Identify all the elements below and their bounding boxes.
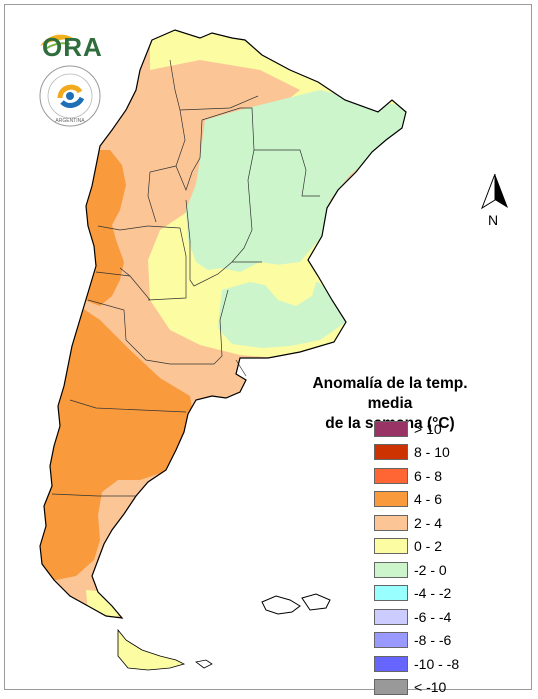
malvinas-islands [262,594,330,614]
ora-logo: ORA [36,30,106,62]
tierra-del-fuego [118,630,184,670]
legend-swatch [374,585,408,601]
smn-seal-icon: ARGENTINA [38,64,102,128]
legend-item: < -10 [374,676,459,699]
legend-label: -10 - -8 [414,656,459,672]
legend-label: 2 - 4 [414,515,442,531]
legend-swatch [374,491,408,507]
legend-label: -8 - -6 [414,632,451,648]
legend-item: 0 - 2 [374,535,459,559]
legend-label: -6 - -4 [414,609,451,625]
legend-item: -4 - -2 [374,582,459,606]
legend-item: 4 - 6 [374,488,459,512]
legend-swatch [374,538,408,554]
legend-title-line1: Anomalía de la temp. media [290,374,490,414]
legend-item: 8 - 10 [374,441,459,465]
legend-item: -10 - -8 [374,652,459,676]
legend-item: > 10 [374,417,459,441]
legend-swatch [374,468,408,484]
isla-de-los-estados [196,660,212,668]
legend-swatch [374,515,408,531]
north-label: N [488,212,498,228]
legend-item: 2 - 4 [374,511,459,535]
legend-item: -6 - -4 [374,605,459,629]
smn-seal-logo: ARGENTINA [38,64,102,128]
legend-item: 6 - 8 [374,464,459,488]
legend-label: 0 - 2 [414,538,442,554]
legend-label: 4 - 6 [414,491,442,507]
ora-logo-text: ORA [42,32,103,63]
legend: > 10 8 - 10 6 - 8 4 - 6 2 - 4 0 - 2 -2 - 0 -4 -… [374,417,459,699]
legend-swatch [374,421,408,437]
legend-label: < -10 [414,679,446,695]
legend-label: > 10 [414,421,442,437]
north-arrow: N [478,172,512,232]
legend-item: -2 - 0 [374,558,459,582]
legend-label: -4 - -2 [414,585,451,601]
seal-text: ARGENTINA [55,118,85,124]
legend-swatch [374,444,408,460]
legend-label: 6 - 8 [414,468,442,484]
legend-swatch [374,609,408,625]
legend-item: -8 - -6 [374,629,459,653]
legend-swatch [374,679,408,695]
legend-swatch [374,632,408,648]
legend-label: -2 - 0 [414,562,447,578]
legend-label: 8 - 10 [414,444,450,460]
legend-swatch [374,562,408,578]
north-arrow-icon [478,172,512,212]
legend-swatch [374,656,408,672]
